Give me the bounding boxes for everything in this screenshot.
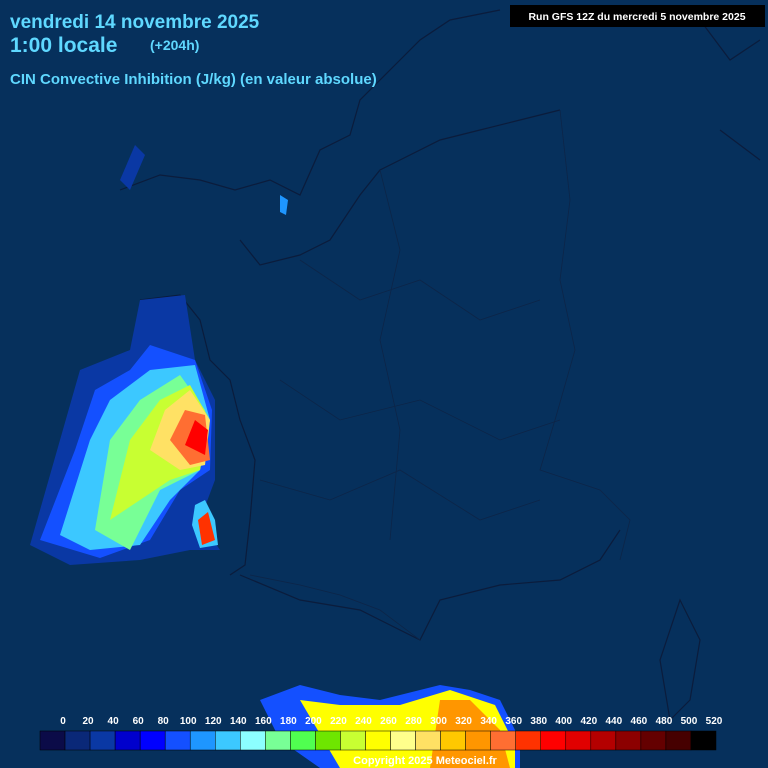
copyright: Copyright 2025 Meteociel.fr <box>353 755 497 767</box>
legend-label: 20 <box>83 716 95 727</box>
legend-swatch <box>265 730 291 751</box>
legend-label: 160 <box>255 716 272 727</box>
legend-swatch <box>64 730 91 751</box>
legend-label: 340 <box>480 716 497 727</box>
legend-swatch <box>89 730 116 751</box>
color-legend: 0 20 40 60 80 100 120 140 160 180 200 220 240 260 280 3… <box>39 716 723 751</box>
legend-label: 440 <box>606 716 623 727</box>
forecast-date: vendredi 14 novembre 2025 <box>10 12 260 33</box>
legend-label: 320 <box>455 716 472 727</box>
legend-label: 140 <box>230 716 247 727</box>
legend-swatch <box>290 730 316 751</box>
legend-swatch <box>39 730 66 751</box>
legend-swatch <box>365 730 391 751</box>
legend-swatch <box>565 730 592 751</box>
legend-label: 420 <box>580 716 597 727</box>
legend-swatch <box>465 730 491 751</box>
forecast-lead: (+204h) <box>150 37 199 53</box>
legend-swatch <box>114 730 141 751</box>
legend-swatch <box>615 730 642 751</box>
legend-swatch <box>440 730 466 751</box>
legend-swatch <box>540 730 567 751</box>
legend-label: 360 <box>505 716 522 727</box>
legend-swatch <box>215 730 241 751</box>
run-info: Run GFS 12Z du mercredi 5 novembre 2025 <box>528 11 745 23</box>
legend-label: 60 <box>133 716 145 727</box>
legend-swatch <box>240 730 266 751</box>
legend-swatch <box>390 730 416 751</box>
coastlines <box>119 9 761 722</box>
legend-swatch <box>340 730 366 751</box>
legend-label: 400 <box>555 716 572 727</box>
legend-swatch <box>164 730 191 751</box>
parameter-title: CIN Convective Inhibition (J/kg) (en val… <box>10 71 377 88</box>
legend-swatch <box>415 730 441 751</box>
legend-swatch <box>665 730 692 751</box>
legend-label: 0 <box>60 716 66 727</box>
legend-swatch <box>590 730 617 751</box>
legend-label: 80 <box>158 716 170 727</box>
legend-swatch <box>640 730 667 751</box>
legend-label: 520 <box>706 716 723 727</box>
legend-swatch <box>490 730 516 751</box>
legend-label: 240 <box>355 716 372 727</box>
legend-label: 460 <box>631 716 648 727</box>
legend-label: 480 <box>656 716 673 727</box>
run-box <box>510 5 765 27</box>
legend-label: 40 <box>108 716 120 727</box>
legend-swatch <box>690 730 717 751</box>
legend-label: 280 <box>405 716 422 727</box>
legend-swatch <box>515 730 541 751</box>
legend-swatch <box>139 730 166 751</box>
legend-label: 200 <box>305 716 322 727</box>
forecast-time: 1:00 locale <box>10 34 117 57</box>
legend-label: 300 <box>430 716 447 727</box>
legend-label: 100 <box>180 716 197 727</box>
legend-label: 500 <box>681 716 698 727</box>
legend-label: 120 <box>205 716 222 727</box>
legend-label: 380 <box>530 716 547 727</box>
legend-swatch <box>315 730 341 751</box>
legend-swatch <box>189 730 216 751</box>
legend-label: 220 <box>330 716 347 727</box>
legend-label: 180 <box>280 716 297 727</box>
legend-label: 260 <box>380 716 397 727</box>
